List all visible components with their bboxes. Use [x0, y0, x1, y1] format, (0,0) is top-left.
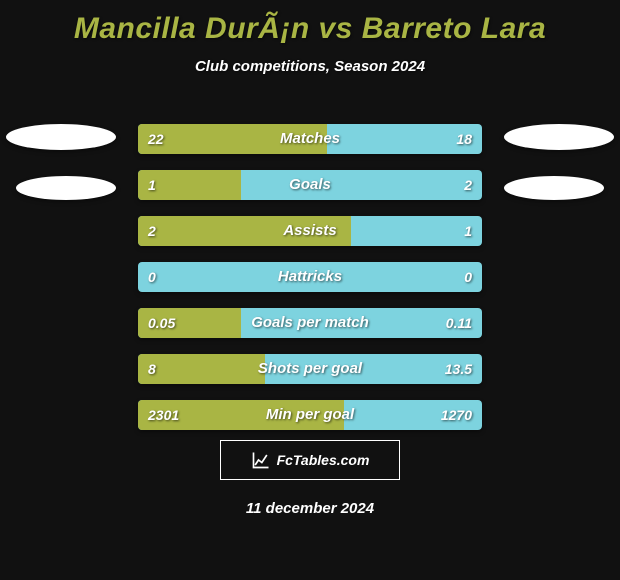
branding-box[interactable]: FcTables.com: [220, 440, 400, 480]
bar-label: Goals per match: [138, 308, 482, 338]
value-right: 1: [454, 216, 482, 246]
value-right: 0: [454, 262, 482, 292]
chart-icon: [251, 450, 271, 470]
bar-label: Shots per goal: [138, 354, 482, 384]
bar-row: 1Goals2: [138, 170, 482, 200]
team-b-oval-1: [504, 124, 614, 150]
bar-label: Hattricks: [138, 262, 482, 292]
team-b-oval-2: [504, 176, 604, 200]
page-title: Mancilla DurÃ¡n vs Barreto Lara: [0, 0, 620, 46]
date-text: 11 december 2024: [0, 500, 620, 517]
team-a-oval-1: [6, 124, 116, 150]
bars-container: 22Matches181Goals22Assists10Hattricks00.…: [138, 124, 482, 446]
bar-row: 0.05Goals per match0.11: [138, 308, 482, 338]
bar-row: 0Hattricks0: [138, 262, 482, 292]
bar-label: Assists: [138, 216, 482, 246]
value-right: 0.11: [436, 308, 482, 338]
bar-label: Matches: [138, 124, 482, 154]
bar-label: Goals: [138, 170, 482, 200]
bar-row: 2Assists1: [138, 216, 482, 246]
bar-row: 22Matches18: [138, 124, 482, 154]
bar-row: 2301Min per goal1270: [138, 400, 482, 430]
value-right: 1270: [431, 400, 482, 430]
value-right: 2: [454, 170, 482, 200]
team-a-oval-2: [16, 176, 116, 200]
subtitle: Club competitions, Season 2024: [0, 58, 620, 75]
comparison-card: Mancilla DurÃ¡n vs Barreto Lara Club com…: [0, 0, 620, 580]
value-right: 13.5: [435, 354, 482, 384]
value-right: 18: [446, 124, 482, 154]
bar-row: 8Shots per goal13.5: [138, 354, 482, 384]
brand-text: FcTables.com: [277, 452, 370, 468]
